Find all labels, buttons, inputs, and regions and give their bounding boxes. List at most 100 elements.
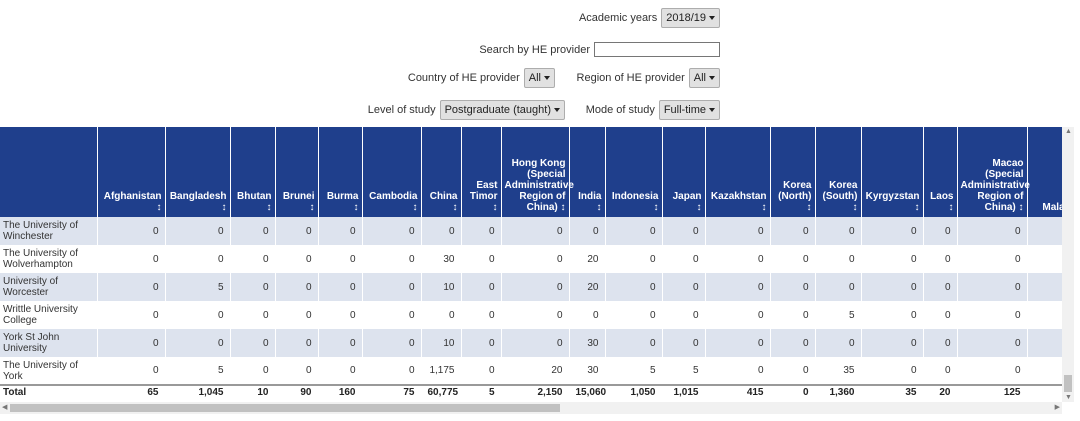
- column-header[interactable]: Brunei: [275, 127, 319, 217]
- value-cell: 0: [662, 245, 706, 273]
- value-cell: 0: [501, 329, 570, 357]
- search-input[interactable]: [594, 42, 720, 57]
- value-cell: 20: [569, 245, 606, 273]
- select[interactable]: All: [523, 68, 555, 88]
- value-cell: 0: [815, 245, 862, 273]
- value-cell: 0: [605, 329, 663, 357]
- value-cell: 0: [923, 273, 958, 301]
- value-cell: 75: [362, 384, 422, 399]
- value-cell: 0: [815, 217, 862, 245]
- column-header[interactable]: India: [569, 127, 606, 217]
- value-cell: 0: [318, 245, 363, 273]
- column-header[interactable]: Laos: [923, 127, 958, 217]
- value-cell: 0: [861, 329, 924, 357]
- label: Mode of study: [585, 104, 655, 116]
- empty-cell: [1027, 357, 1062, 385]
- value-cell: 0: [165, 217, 231, 245]
- scroll-thumb[interactable]: [1064, 375, 1072, 392]
- value-cell: 35: [861, 384, 924, 399]
- column-header[interactable]: Kyrgyzstan: [861, 127, 924, 217]
- total-row: Total 65 1,045 10 90 160 75 60,775 5 2,150 15,060 1…: [0, 384, 1062, 399]
- value-cell: 0: [957, 329, 1028, 357]
- value-cell: 0: [501, 301, 570, 329]
- value-cell: 0: [861, 245, 924, 273]
- empty-cell: [1027, 301, 1062, 329]
- value-cell: 0: [230, 217, 276, 245]
- scroll-left[interactable]: ◀: [2, 404, 8, 411]
- value-cell: 0: [97, 217, 166, 245]
- select[interactable]: 2018/19: [661, 8, 720, 28]
- value-cell: 0: [569, 217, 606, 245]
- value-cell: 65: [97, 384, 166, 399]
- scroll-up[interactable]: ▲: [1065, 128, 1072, 135]
- value-cell: 1,360: [815, 384, 862, 399]
- column-header[interactable]: Cambodia: [362, 127, 422, 217]
- scroll-thumb[interactable]: [10, 404, 560, 412]
- scroll-right[interactable]: ▶: [1054, 404, 1060, 411]
- value-cell: 0: [705, 329, 771, 357]
- column-header[interactable]: Indonesia: [605, 127, 663, 217]
- column-header[interactable]: Bhutan: [230, 127, 276, 217]
- provider-cell: The University of York: [0, 357, 98, 385]
- column-header[interactable]: Korea (North): [770, 127, 816, 217]
- value-cell: 90: [275, 384, 319, 399]
- column-header[interactable]: Afghanistan: [97, 127, 166, 217]
- data-row: The University of Winchester 0 0 0 0 0 0 0 0 0 0 0 0…: [0, 217, 1062, 245]
- value-cell: 0: [662, 273, 706, 301]
- column-header[interactable]: Macao (Special Administrative Region of …: [957, 127, 1030, 217]
- value-cell: 0: [421, 217, 462, 245]
- value-cell: 0: [318, 217, 363, 245]
- value-cell: 0: [861, 273, 924, 301]
- select[interactable]: All: [688, 68, 720, 88]
- select[interactable]: Postgraduate (taught): [439, 100, 565, 120]
- value-cell: 0: [501, 217, 570, 245]
- value-cell: 1,050: [605, 384, 663, 399]
- value-cell: 0: [318, 273, 363, 301]
- value-cell: 0: [815, 273, 862, 301]
- value-cell: 0: [861, 357, 924, 385]
- value-cell: 415: [705, 384, 771, 399]
- column-header[interactable]: Kazakhstan: [705, 127, 771, 217]
- label: Region of HE provider: [576, 72, 685, 84]
- value-cell: 0: [275, 301, 319, 329]
- value-cell: 0: [957, 357, 1028, 385]
- column-header[interactable]: China: [421, 127, 462, 217]
- header-row: AfghanistanBangladeshBhutanBruneiBurmaCa…: [0, 127, 1062, 217]
- value-cell: 0: [421, 301, 462, 329]
- empty-cell: [1027, 217, 1062, 245]
- vertical-scrollbar[interactable]: ▲ ▼: [1062, 127, 1074, 402]
- value-cell: 0: [97, 245, 166, 273]
- value-cell: 0: [662, 217, 706, 245]
- horizontal-scrollbar[interactable]: ◀ ▶: [0, 402, 1062, 414]
- column-header[interactable]: East Timor: [461, 127, 502, 217]
- value-cell: 0: [275, 217, 319, 245]
- value-cell: 0: [770, 217, 816, 245]
- value-cell: 0: [461, 273, 502, 301]
- scroll-down[interactable]: ▼: [1065, 394, 1072, 401]
- column-header[interactable]: Japan: [662, 127, 706, 217]
- value-cell: 0: [861, 301, 924, 329]
- column-header[interactable]: Burma: [318, 127, 363, 217]
- provider-cell: York St John University: [0, 329, 98, 357]
- empty-cell: [1027, 245, 1062, 273]
- value-cell: 0: [605, 217, 663, 245]
- provider-cell: Writtle University College: [0, 301, 98, 329]
- column-header[interactable]: Malays: [1027, 127, 1062, 217]
- column-header[interactable]: Bangladesh: [165, 127, 231, 217]
- value-cell: 10: [421, 273, 462, 301]
- empty-cell: [1027, 329, 1062, 357]
- value-cell: 0: [923, 301, 958, 329]
- value-cell: 0: [97, 273, 166, 301]
- value-cell: 0: [923, 217, 958, 245]
- value-cell: 0: [275, 357, 319, 385]
- mode-filter: Mode of study Full-time: [586, 100, 720, 120]
- search-filter: Search by HE provider: [479, 42, 720, 57]
- select[interactable]: Full-time: [658, 100, 720, 120]
- value-cell: 0: [165, 245, 231, 273]
- value-cell: 5: [165, 357, 231, 385]
- value-cell: 0: [662, 329, 706, 357]
- column-header[interactable]: Korea (South): [815, 127, 862, 217]
- column-header[interactable]: Hong Kong (Special Administrative Region…: [501, 127, 574, 217]
- value-cell: 5: [165, 273, 231, 301]
- value-cell: 0: [230, 329, 276, 357]
